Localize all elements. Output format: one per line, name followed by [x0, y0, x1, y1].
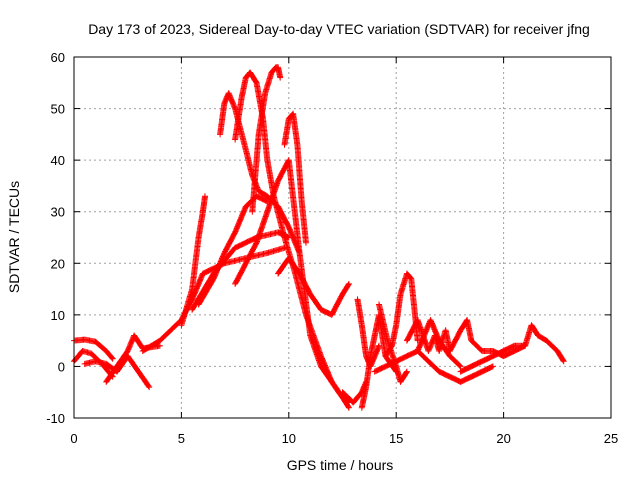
- x-tick-label: 25: [604, 431, 618, 446]
- data-point-markers: [281, 110, 309, 246]
- series-track-5: [139, 244, 288, 354]
- y-tick-label: 50: [51, 102, 65, 117]
- grid: [74, 57, 611, 418]
- data-point-markers: [354, 296, 382, 370]
- data-point-markers: [81, 353, 153, 391]
- series-track-24: [457, 322, 567, 375]
- series-track-3: [81, 353, 153, 391]
- y-tick-label: 40: [51, 153, 65, 168]
- series-track-12: [249, 64, 284, 215]
- y-axis-label: SDTVAR / TECUs: [6, 181, 22, 293]
- x-tick-label: 10: [282, 431, 296, 446]
- x-tick-label: 0: [70, 431, 77, 446]
- data-point-markers: [414, 317, 464, 370]
- x-tick-label: 5: [178, 431, 185, 446]
- data-point-markers: [232, 157, 352, 411]
- y-tick-label: 10: [51, 308, 65, 323]
- series-track-22: [414, 317, 464, 370]
- y-tick-label: -10: [46, 411, 65, 426]
- chart-title: Day 173 of 2023, Sidereal Day-to-day VTE…: [88, 21, 590, 37]
- data-point-markers: [457, 322, 567, 375]
- series-track-19: [376, 301, 410, 385]
- x-axis-label: GPS time / hours: [287, 457, 394, 473]
- data-point-markers: [275, 255, 352, 318]
- data-point-markers: [178, 193, 208, 329]
- series-track-6: [178, 193, 208, 329]
- series-track-11: [232, 157, 352, 411]
- data-point-markers: [139, 244, 288, 354]
- data-point-markers: [446, 317, 529, 360]
- y-tick-label: 0: [58, 359, 65, 374]
- data-points: [71, 64, 567, 411]
- axis-ticks: 0 5 10 15 20 25 -10 0 10 20 30 40 50 60: [46, 50, 618, 446]
- plot-frame: [73, 56, 612, 419]
- x-tick-label: 15: [389, 431, 403, 446]
- y-tick-label: 20: [51, 256, 65, 271]
- series-track-17: [354, 296, 382, 370]
- data-point-markers: [376, 301, 410, 385]
- y-tick-label: 30: [51, 205, 65, 220]
- y-tick-label: 60: [51, 50, 65, 65]
- series-track-13: [281, 110, 309, 246]
- series-track-14: [275, 255, 352, 318]
- series-track-23: [446, 317, 529, 360]
- data-point-markers: [249, 64, 284, 215]
- x-tick-label: 20: [496, 431, 510, 446]
